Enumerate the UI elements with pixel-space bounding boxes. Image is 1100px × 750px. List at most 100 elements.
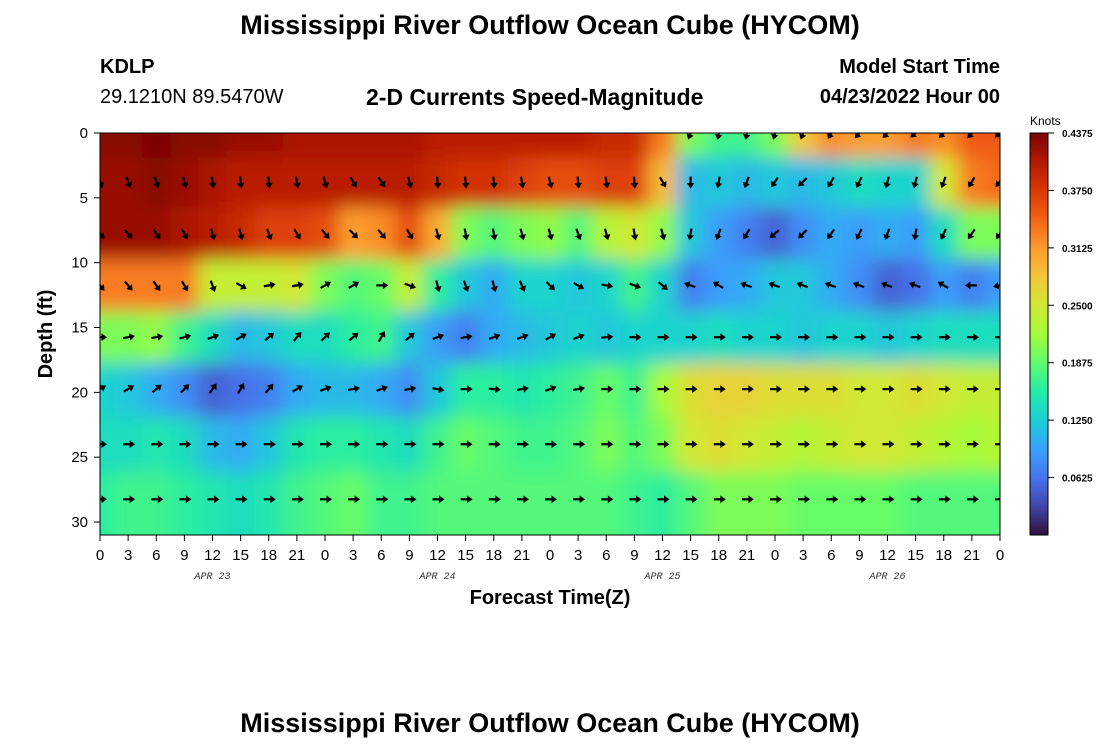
current-arrow	[209, 228, 217, 241]
x-tick-label: 15	[232, 547, 249, 564]
current-arrow	[910, 333, 923, 341]
heat-cell	[592, 133, 621, 158]
heat-cell	[198, 133, 228, 158]
current-arrow	[320, 495, 332, 504]
chart-title: Mississippi River Outflow Ocean Cube (HY…	[240, 10, 860, 40]
current-arrow	[659, 176, 667, 188]
current-arrow	[265, 228, 273, 241]
current-arrow	[713, 385, 726, 393]
current-arrow	[545, 333, 557, 341]
x-tick-label: 18	[260, 547, 277, 564]
current-arrow	[995, 177, 1000, 187]
heat-cell	[873, 363, 903, 418]
current-arrow	[404, 282, 416, 290]
current-arrow	[180, 228, 189, 240]
current-arrow	[657, 281, 668, 290]
current-arrow	[518, 228, 526, 241]
current-arrow	[544, 385, 557, 393]
current-arrow	[516, 333, 529, 341]
x-tick-label: 3	[349, 547, 357, 564]
current-arrow	[995, 388, 1000, 391]
heat-cell	[100, 416, 115, 473]
current-arrow	[376, 281, 389, 290]
current-arrow	[742, 133, 751, 140]
current-arrow	[852, 281, 865, 289]
y-axis: 0 5 10 15 20 25 30	[71, 125, 100, 531]
current-arrow	[939, 228, 947, 240]
current-arrow	[630, 228, 639, 241]
current-arrow	[685, 385, 698, 393]
current-arrow	[179, 440, 192, 448]
x-tick-label: 6	[152, 547, 160, 564]
heat-cell	[620, 471, 649, 535]
current-arrow	[152, 280, 161, 292]
heat-cell	[648, 133, 678, 158]
x-tick-label: 12	[654, 547, 671, 564]
heat-cell	[100, 207, 115, 261]
x-tick-label: 0	[996, 547, 1004, 564]
current-arrow	[151, 384, 162, 394]
current-arrow	[883, 228, 891, 241]
current-arrow	[882, 495, 895, 504]
heat-cell	[957, 133, 987, 158]
current-arrow	[657, 385, 670, 393]
current-arrow	[824, 281, 837, 289]
heat-cell	[226, 133, 256, 158]
current-arrow	[348, 281, 360, 289]
heat-cell	[704, 471, 734, 535]
current-arrow	[263, 281, 276, 289]
heat-cell	[114, 133, 143, 158]
current-arrow	[263, 495, 276, 504]
current-arrow	[967, 176, 976, 188]
current-arrow	[741, 333, 754, 341]
current-arrow	[264, 383, 274, 394]
current-vectors	[100, 133, 1000, 504]
current-arrow	[546, 228, 555, 241]
heat-cell	[395, 363, 424, 418]
heat-cell	[479, 363, 509, 418]
heat-cell	[957, 363, 987, 418]
current-arrow	[237, 383, 245, 394]
colorbar-tick-label: 0.1250	[1062, 416, 1093, 427]
heat-cell	[367, 471, 396, 535]
current-arrow	[937, 281, 949, 289]
current-arrow	[966, 385, 979, 393]
heat-cell	[760, 363, 790, 418]
heat-cell	[100, 157, 115, 209]
heat-cell	[901, 133, 931, 158]
current-arrow	[320, 332, 330, 342]
current-arrow	[799, 133, 807, 140]
heat-cell	[170, 133, 199, 158]
current-arrow	[769, 229, 780, 238]
heat-cell	[100, 471, 115, 535]
y-tick-label: 20	[71, 384, 88, 401]
colorbar-tick-label: 0.0625	[1062, 474, 1093, 485]
current-arrow	[125, 176, 133, 189]
heat-cell	[732, 363, 762, 418]
current-arrow	[770, 495, 782, 504]
y-tick-label: 15	[71, 320, 88, 337]
current-arrow	[293, 176, 301, 189]
current-arrow	[100, 280, 105, 291]
heat-cell	[704, 363, 734, 418]
x-tick-label: 6	[827, 547, 835, 564]
heat-cell	[676, 471, 706, 535]
x-tick-label: 21	[964, 547, 981, 564]
current-arrow	[575, 228, 583, 241]
heat-cell	[873, 133, 903, 158]
y-tick-label: 25	[71, 449, 88, 466]
colorbar-gradient	[1029, 132, 1049, 536]
heat-cell	[985, 416, 1000, 473]
current-arrow	[741, 440, 754, 448]
current-arrow	[377, 228, 386, 239]
current-arrow	[883, 176, 891, 189]
current-arrow	[488, 385, 501, 394]
current-arrow	[601, 385, 614, 393]
heat-cell	[592, 471, 621, 535]
current-arrow	[603, 228, 611, 241]
current-arrow	[770, 133, 779, 140]
x-tick-label: 18	[485, 547, 502, 564]
current-arrow	[855, 176, 863, 188]
current-arrow	[348, 332, 359, 342]
